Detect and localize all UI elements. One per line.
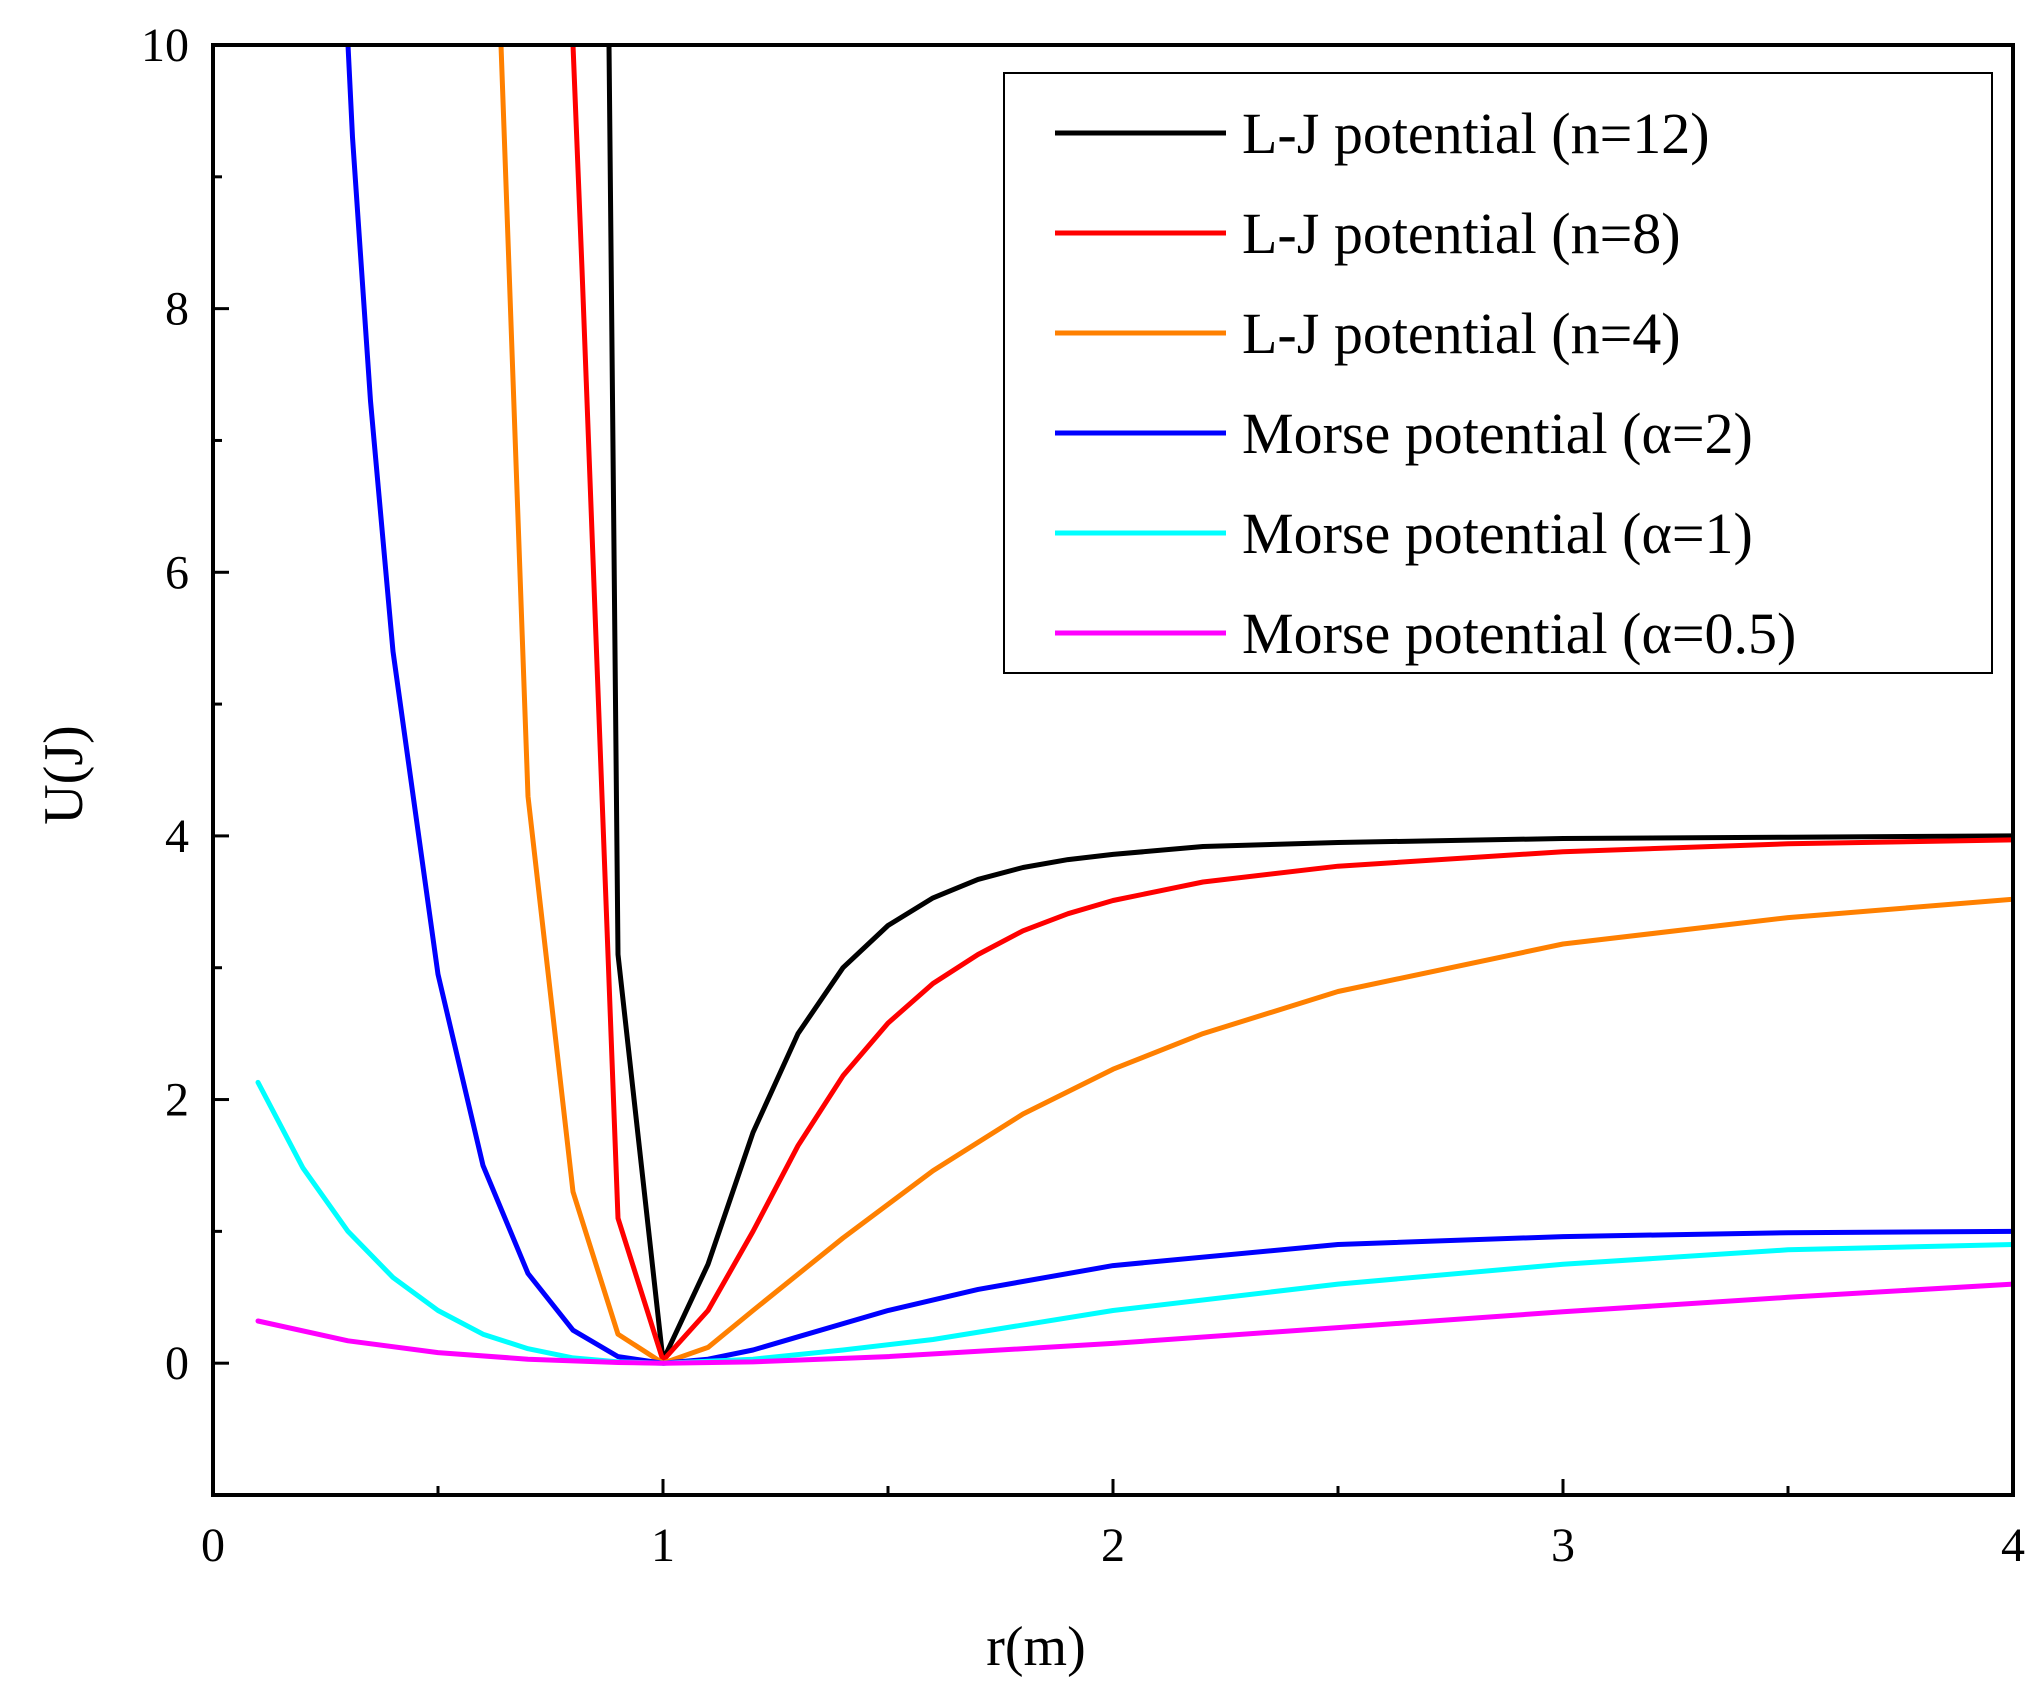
x-tick-label: 2 [1101, 1519, 1125, 1572]
x-tick-label: 0 [201, 1519, 225, 1572]
legend-box [1003, 72, 1993, 674]
x-tick-label: 1 [651, 1519, 675, 1572]
x-axis-title: r(m) [986, 1616, 1086, 1678]
legend: L-J potential (n=12) L-J potential (n=8) L… [1003, 72, 1993, 674]
y-tick-label: 6 [165, 546, 189, 599]
series-line-3 [498, 45, 2013, 1366]
y-axis-title: U(J) [33, 725, 95, 825]
legend-label: L-J potential (n=4) [1242, 301, 1681, 366]
series-line-6 [255, 1281, 2013, 1366]
y-tick-label: 2 [165, 1074, 189, 1127]
y-tick-label: 0 [165, 1337, 189, 1390]
y-tick-label: 4 [165, 810, 189, 863]
legend-label: L-J potential (n=8) [1242, 201, 1681, 266]
legend-label: Morse potential (α=1) [1242, 501, 1753, 566]
x-tick-label: 4 [2001, 1519, 2025, 1572]
x-tick-label: 3 [1551, 1519, 1575, 1572]
legend-label: L-J potential (n=12) [1242, 101, 1710, 166]
legend-label: Morse potential (α=0.5) [1242, 601, 1796, 666]
y-tick-label: 10 [141, 19, 189, 72]
legend-label: Morse potential (α=2) [1242, 401, 1753, 466]
series-line-5 [255, 1079, 2013, 1366]
series-line-1 [606, 45, 2013, 1363]
y-tick-label: 8 [165, 283, 189, 336]
